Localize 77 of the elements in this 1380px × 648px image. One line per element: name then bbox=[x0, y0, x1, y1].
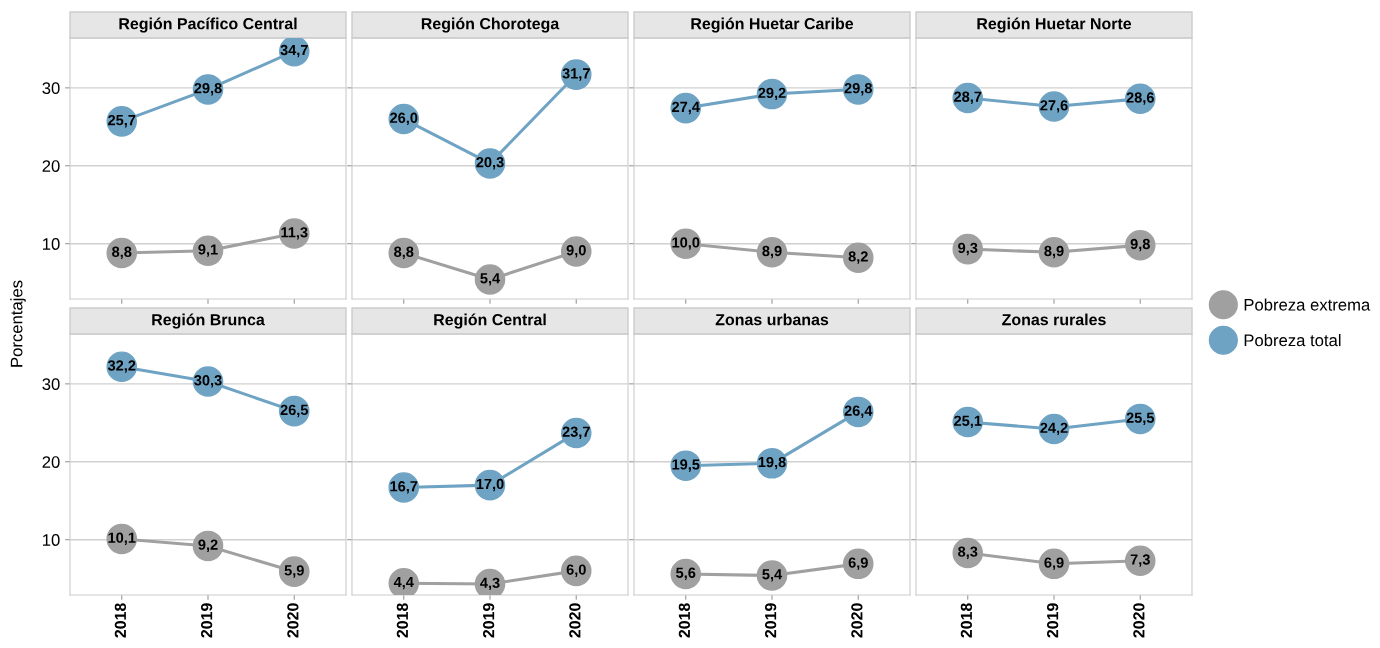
data-label: 6,0 bbox=[566, 564, 586, 577]
y-tick-label: 10 bbox=[43, 238, 60, 250]
y-tick-label: 20 bbox=[42, 160, 60, 172]
data-label: 29,8 bbox=[194, 83, 222, 96]
x-tick-label: 2019 bbox=[200, 603, 213, 638]
data-label: 19,5 bbox=[672, 459, 700, 472]
data-label: 10,0 bbox=[672, 237, 700, 250]
x-tick-label: 2018 bbox=[114, 603, 127, 638]
data-label: 9,1 bbox=[198, 244, 218, 257]
data-label: 19,8 bbox=[758, 456, 786, 470]
data-label: 7,3 bbox=[1130, 554, 1150, 567]
data-label: 28,6 bbox=[1126, 92, 1154, 105]
data-label: 32,2 bbox=[107, 360, 136, 373]
chart-title: Región Central bbox=[434, 313, 546, 329]
data-label: 26,4 bbox=[844, 405, 873, 418]
data-label: 29,8 bbox=[844, 83, 872, 96]
data-label: 25,7 bbox=[108, 114, 136, 128]
data-label: 9,3 bbox=[958, 242, 978, 256]
x-tick-label: 2020 bbox=[287, 603, 299, 638]
data-label: 5,4 bbox=[762, 569, 783, 582]
x-tick-label: 2020 bbox=[851, 603, 863, 638]
data-label: 8,9 bbox=[1044, 245, 1064, 259]
data-label: 17,0 bbox=[476, 478, 504, 492]
data-label: 20,3 bbox=[476, 157, 504, 170]
x-tick-label: 2018 bbox=[960, 603, 973, 638]
chart-title: Región Huetar Caribe bbox=[691, 17, 854, 33]
data-label: 4,3 bbox=[480, 577, 500, 591]
data-label: 8,3 bbox=[958, 546, 978, 559]
data-label: 6,9 bbox=[848, 557, 868, 570]
data-label: 29,2 bbox=[758, 87, 786, 101]
data-label: 8,8 bbox=[112, 246, 132, 260]
data-label: 31,7 bbox=[562, 68, 590, 81]
data-label: 10,1 bbox=[108, 532, 136, 545]
x-tick-label: 2019 bbox=[764, 603, 777, 638]
data-label: 5,4 bbox=[480, 273, 501, 286]
x-tick-label: 2018 bbox=[678, 603, 691, 638]
chart-title: Región Chorotega bbox=[421, 17, 560, 33]
x-tick-label: 2020 bbox=[569, 603, 581, 638]
data-label: 5,9 bbox=[284, 565, 304, 578]
data-label: 9,2 bbox=[198, 539, 218, 552]
chart-title: Zonas urbanas bbox=[715, 313, 829, 326]
y-tick-label: 20 bbox=[42, 456, 60, 468]
y-axis-title: Porcentajes bbox=[10, 280, 26, 367]
data-label: 9,0 bbox=[566, 245, 586, 258]
data-label: 28,7 bbox=[954, 91, 982, 105]
legend-label: Pobreza extrema bbox=[1244, 298, 1371, 311]
x-tick-label: 2019 bbox=[1046, 603, 1059, 638]
data-label: 26,0 bbox=[390, 112, 418, 126]
data-label: 27,6 bbox=[1040, 100, 1068, 113]
legend-label: Pobreza total bbox=[1244, 334, 1341, 347]
data-label: 26,5 bbox=[280, 404, 309, 418]
data-label: 34,7 bbox=[280, 44, 308, 58]
data-label: 25,1 bbox=[954, 415, 982, 429]
data-label: 24,2 bbox=[1040, 422, 1068, 436]
chart-title: Región Pacífico Central bbox=[119, 17, 297, 33]
data-label: 25,5 bbox=[1126, 412, 1155, 425]
x-tick-label: 2019 bbox=[482, 603, 495, 638]
data-label: 23,7 bbox=[562, 426, 590, 439]
data-label: 11,3 bbox=[281, 227, 308, 240]
data-label: 8,8 bbox=[394, 246, 414, 260]
data-label: 6,9 bbox=[1044, 557, 1064, 570]
y-tick-label: 30 bbox=[42, 378, 60, 391]
y-tick-label: 10 bbox=[43, 534, 60, 546]
data-label: 9,8 bbox=[1130, 238, 1150, 252]
data-label: 30,3 bbox=[194, 375, 222, 388]
data-label: 8,9 bbox=[762, 245, 782, 259]
data-label: 27,4 bbox=[672, 101, 700, 115]
y-tick-label: 30 bbox=[42, 82, 60, 95]
x-tick-label: 2020 bbox=[1133, 603, 1145, 638]
chart-title: Zonas rurales bbox=[1002, 313, 1106, 326]
chart-title: Región Huetar Norte bbox=[977, 17, 1132, 33]
data-label: 8,2 bbox=[848, 251, 868, 264]
data-label: 5,6 bbox=[676, 567, 696, 580]
data-label: 4,4 bbox=[393, 577, 414, 590]
chart-title: Región Brunca bbox=[152, 313, 265, 329]
x-tick-label: 2018 bbox=[396, 603, 409, 638]
data-label: 16,7 bbox=[390, 481, 418, 494]
